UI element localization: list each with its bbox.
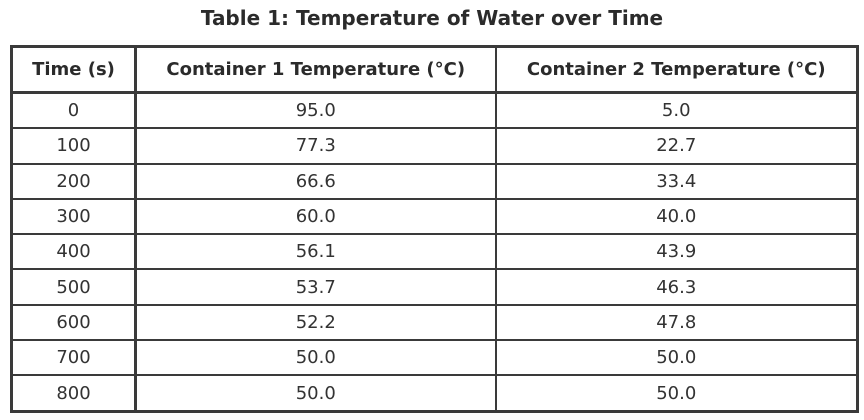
time-cell: 0	[10, 91, 137, 130]
time-cell: 700	[10, 339, 137, 377]
table-row: 300 60.0 40.0	[10, 197, 859, 236]
table-row: 700 50.0 50.0	[10, 339, 859, 377]
temperature-table: Time (s) Container 1 Temperature (°C) Co…	[10, 45, 859, 413]
container-2-cell: 47.8	[494, 303, 859, 342]
time-cell: 200	[10, 162, 137, 200]
table-row: 800 50.0 50.0	[10, 374, 859, 413]
table-row: 500 53.7 46.3	[10, 268, 859, 306]
container-1-cell: 53.7	[134, 268, 497, 306]
container-2-cell: 50.0	[494, 374, 859, 413]
container-2-cell: 22.7	[494, 127, 859, 165]
container-2-cell: 43.9	[494, 233, 859, 271]
table-body: 0 95.0 5.0 100 77.3 22.7 200 66.6 33.4 3…	[10, 91, 859, 413]
column-header-container-2: Container 2 Temperature (°C)	[494, 45, 859, 94]
time-cell: 400	[10, 233, 137, 271]
container-1-cell: 77.3	[134, 127, 497, 165]
table-header-row: Time (s) Container 1 Temperature (°C) Co…	[10, 45, 859, 94]
table-caption: Table 1: Temperature of Water over Time	[200, 6, 664, 30]
container-2-cell: 46.3	[494, 268, 859, 306]
container-1-cell: 60.0	[134, 197, 497, 236]
table-row: 100 77.3 22.7	[10, 127, 859, 165]
container-2-cell: 5.0	[494, 91, 859, 130]
time-cell: 800	[10, 374, 137, 413]
container-1-cell: 52.2	[134, 303, 497, 342]
table-row: 0 95.0 5.0	[10, 91, 859, 130]
table-row: 600 52.2 47.8	[10, 303, 859, 342]
container-1-cell: 66.6	[134, 162, 497, 200]
time-cell: 300	[10, 197, 137, 236]
column-header-time: Time (s)	[10, 45, 137, 94]
container-2-cell: 40.0	[494, 197, 859, 236]
container-1-cell: 50.0	[134, 339, 497, 377]
container-2-cell: 33.4	[494, 162, 859, 200]
container-1-cell: 95.0	[134, 91, 497, 130]
container-1-cell: 56.1	[134, 233, 497, 271]
column-header-container-1: Container 1 Temperature (°C)	[134, 45, 497, 94]
container-2-cell: 50.0	[494, 339, 859, 377]
time-cell: 100	[10, 127, 137, 165]
table-row: 200 66.6 33.4	[10, 162, 859, 200]
time-cell: 500	[10, 268, 137, 306]
container-1-cell: 50.0	[134, 374, 497, 413]
table-row: 400 56.1 43.9	[10, 233, 859, 271]
time-cell: 600	[10, 303, 137, 342]
